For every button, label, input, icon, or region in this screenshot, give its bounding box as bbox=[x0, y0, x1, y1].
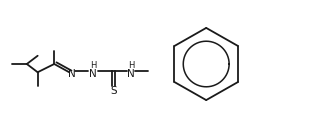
Text: H: H bbox=[128, 61, 134, 70]
Text: H: H bbox=[90, 61, 96, 70]
Text: S: S bbox=[110, 86, 117, 96]
Text: N: N bbox=[89, 69, 97, 79]
Text: N: N bbox=[127, 69, 135, 79]
Text: N: N bbox=[68, 69, 76, 79]
